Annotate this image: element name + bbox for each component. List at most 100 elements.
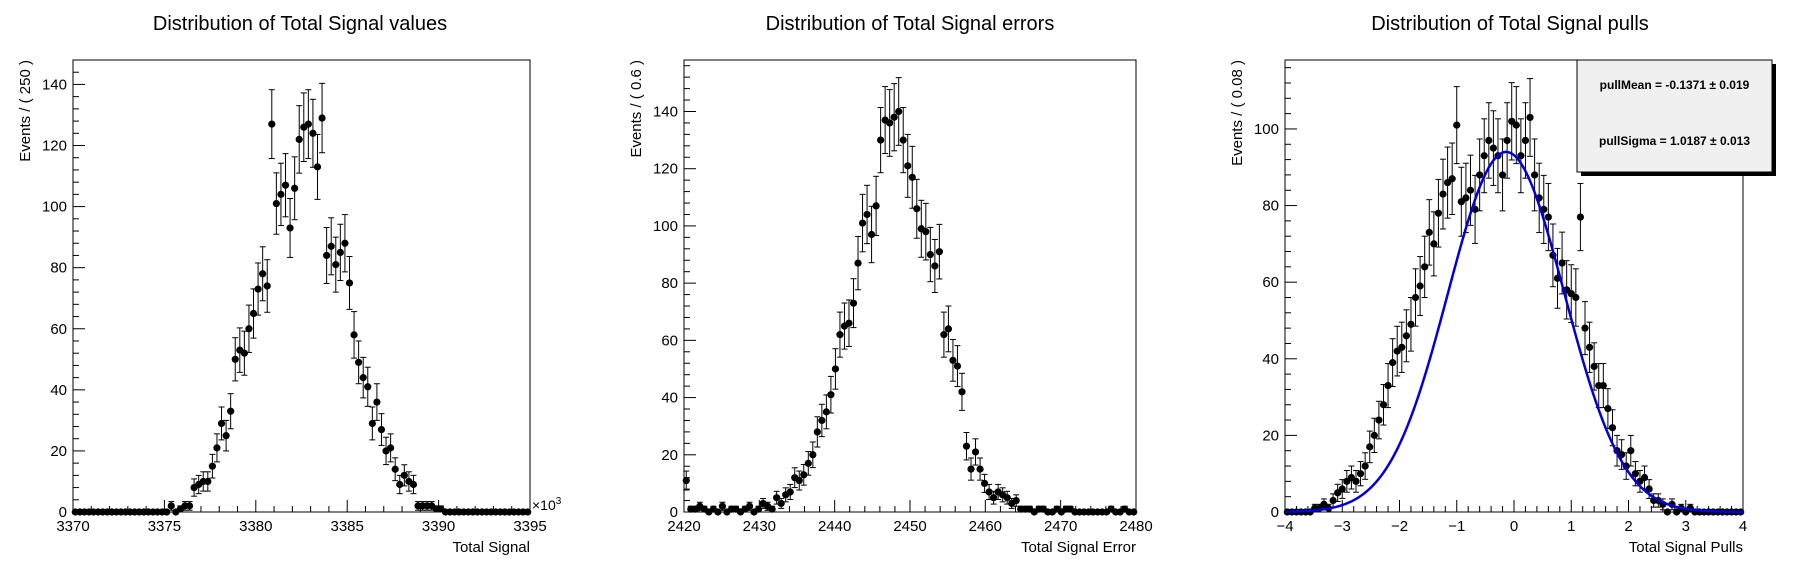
y-tick-label: 40: [661, 390, 678, 407]
data-point: [818, 403, 826, 438]
data-marker: [1599, 381, 1607, 390]
data-point: [1398, 321, 1406, 373]
data-marker: [845, 319, 853, 327]
data-marker: [295, 135, 303, 144]
x-exponent-label: ×103: [532, 496, 562, 513]
data-marker: [1375, 416, 1383, 424]
data-marker: [277, 190, 285, 198]
x-tick-label: −4: [1276, 518, 1293, 535]
y-tick-label: 60: [50, 321, 67, 338]
data-point: [332, 236, 340, 293]
data-point: [368, 406, 376, 441]
data-marker: [773, 494, 781, 502]
data-point: [913, 178, 921, 239]
data-marker: [1425, 228, 1433, 236]
data-marker: [309, 129, 317, 137]
y-tick-label: 140: [42, 76, 67, 93]
data-point: [1430, 211, 1438, 277]
data-marker: [1366, 443, 1374, 451]
data-marker: [391, 465, 399, 473]
x-tick-label: 2480: [1119, 518, 1152, 535]
data-marker: [985, 488, 993, 496]
data-marker: [231, 355, 239, 363]
data-marker: [222, 432, 230, 440]
data-marker: [1384, 381, 1392, 390]
data-point: [949, 339, 957, 382]
data-marker: [1448, 175, 1456, 183]
data-point: [240, 330, 248, 376]
data-marker: [804, 459, 812, 467]
data-marker: [990, 494, 998, 502]
data-point: [327, 217, 335, 276]
data-point: [800, 463, 808, 486]
pull-mean-label: pullMean = -0.1371 ± 0.019: [1600, 78, 1750, 92]
x-tick-label: 3: [1682, 518, 1690, 535]
data-point: [836, 311, 844, 358]
data-point: [359, 356, 367, 399]
x-tick-label: 3385: [331, 518, 364, 535]
data-point: [786, 483, 794, 501]
data-point: [895, 77, 903, 146]
data-marker: [1389, 359, 1397, 367]
data-marker: [895, 107, 903, 116]
data-point: [953, 345, 962, 388]
data-point: [1581, 301, 1589, 356]
data-marker: [400, 471, 408, 479]
data-point: [931, 238, 939, 294]
data-point: [1599, 363, 1607, 409]
data-marker: [754, 505, 763, 513]
data-marker: [831, 365, 840, 373]
data-point: [1434, 178, 1443, 248]
x-tick-label: 3380: [239, 518, 272, 535]
y-axis-label: Events / ( 0.6 ): [628, 60, 645, 158]
data-marker: [304, 120, 312, 128]
data-marker: [913, 205, 921, 213]
data-point: [1512, 86, 1520, 165]
data-marker: [259, 270, 267, 278]
data-point: [863, 184, 871, 245]
data-marker: [768, 505, 776, 513]
data-point: [1375, 400, 1383, 440]
data-point: [1498, 138, 1507, 212]
y-tick-label: 60: [1262, 274, 1279, 291]
data-marker: [281, 181, 290, 189]
data-marker: [818, 416, 826, 425]
y-tick-label: 0: [1271, 504, 1279, 521]
data-point: [1521, 102, 1530, 179]
data-marker: [1421, 263, 1429, 271]
data-marker: [958, 388, 966, 396]
data-marker: [1338, 485, 1346, 493]
data-point: [336, 223, 344, 282]
data-marker: [962, 442, 971, 450]
data-marker: [867, 230, 876, 239]
data-marker: [899, 136, 907, 144]
pull-sigma-label: pullSigma = 1.0187 ± 0.013: [1599, 134, 1750, 148]
data-point: [1416, 256, 1424, 316]
data-marker: [1379, 401, 1388, 409]
data-marker: [313, 163, 322, 171]
data-marker: [1576, 213, 1585, 221]
x-tick-label: 2420: [667, 518, 700, 535]
data-point: [831, 348, 840, 390]
data-point: [208, 453, 216, 479]
data-point: [1448, 142, 1456, 215]
data-point: [1453, 86, 1461, 165]
data-point: [281, 153, 290, 218]
data-point: [364, 366, 372, 407]
data-point: [980, 473, 989, 493]
data-point: [1407, 296, 1415, 352]
data-point: [249, 288, 258, 339]
data-point: [1411, 268, 1420, 327]
y-axis-label: Events / ( 0.08 ): [1229, 60, 1246, 166]
data-marker: [1627, 447, 1635, 455]
data-point: [318, 82, 326, 154]
data-point: [1631, 461, 1639, 487]
data-point: [1604, 388, 1612, 429]
data-marker: [327, 242, 335, 250]
data-point: [1590, 342, 1598, 391]
data-marker: [1498, 171, 1507, 179]
data-marker: [935, 248, 943, 256]
data-point: [409, 474, 418, 495]
x-tick-label: 2470: [1044, 518, 1077, 535]
data-marker: [364, 383, 372, 391]
